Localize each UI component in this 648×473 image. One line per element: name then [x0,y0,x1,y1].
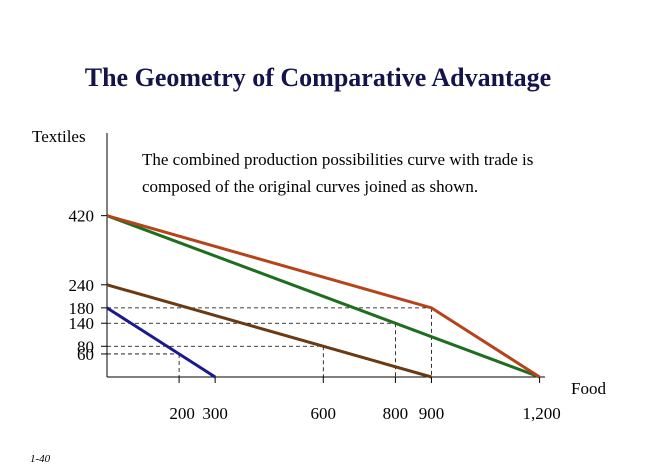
x-tick-label: 900 [419,404,445,423]
y-tick-label: 180 [69,299,95,318]
y-tick-label: 60 [77,345,94,364]
x-tick-label: 200 [169,404,195,423]
y-tick-label: 240 [69,276,95,295]
x-axis-label: Food [571,379,606,398]
x-tick-label: 1,200 [522,404,560,423]
y-tick-label: 420 [69,207,95,226]
x-tick-label: 800 [383,404,409,423]
annotation: composed of the original curves joined a… [142,177,478,196]
series-line [106,283,432,379]
series-line [106,214,541,379]
series-line [106,306,216,379]
y-tick-label: 80 [77,337,94,356]
x-tick-label: 300 [202,404,228,423]
annotation: The combined production possibilities cu… [142,150,533,169]
y-axis-label: Textiles [32,127,86,146]
footer: 1-40 [30,453,51,465]
series-line [106,214,541,379]
y-tick-label: 140 [69,314,95,333]
chart-title: The Geometry of Comparative Advantage [85,63,551,92]
x-tick-label: 600 [311,404,337,423]
